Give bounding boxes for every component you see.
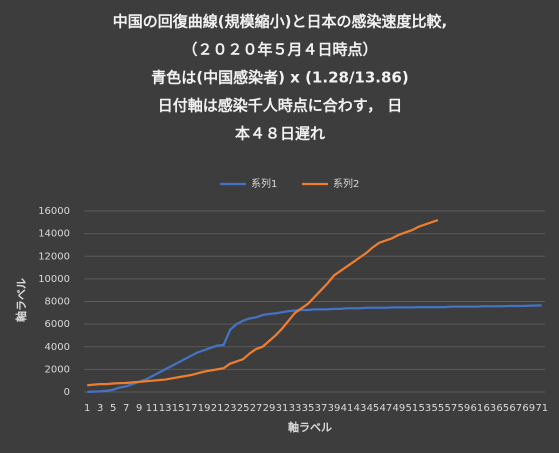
x-tick-label: 5 [110,403,116,414]
x-tick-label: 53 [419,403,432,414]
y-tick-label: 2000 [45,364,70,375]
x-tick-label: 3 [97,403,103,414]
x-tick-label: 29 [263,403,276,414]
x-tick-label: 11 [146,403,159,414]
x-tick-label: 65 [496,403,509,414]
x-tick-label: 49 [393,403,406,414]
chart-title: 中国の回復曲線(規模縮小)と日本の感染速度比較, [113,13,447,31]
y-tick-label: 16000 [38,206,70,217]
x-tick-label: 61 [470,403,483,414]
x-axis-label: 軸ラベル [288,420,332,434]
chart-title: 日付軸は感染千人時点に合わす， 日 [158,97,403,115]
x-tick-label: 27 [250,403,263,414]
x-tick-label: 59 [457,403,470,414]
x-tick-label: 19 [198,403,211,414]
x-tick-label: 43 [354,403,367,414]
x-tick-label: 17 [185,403,198,414]
x-tick-label: 47 [380,403,393,414]
x-tick-label: 55 [431,403,444,414]
x-tick-label: 31 [276,403,289,414]
x-tick-label: 39 [328,403,341,414]
x-tick-label: 25 [237,403,250,414]
y-tick-label: 12000 [38,251,70,262]
x-tick-label: 67 [509,403,522,414]
chart-title: （２０２０年５月４日時点） [182,41,377,59]
series-line [87,218,439,387]
x-tick-label: 13 [159,403,172,414]
legend-label: 系列1 [251,177,277,190]
x-tick-label: 15 [172,403,185,414]
y-tick-label: 6000 [45,319,70,330]
x-tick-label: 35 [302,403,315,414]
x-tick-label: 71 [535,403,548,414]
chart-title: 本４８日遅れ [235,125,325,143]
x-tick-label: 9 [136,403,142,414]
x-tick-label: 69 [522,403,535,414]
y-tick-label: 4000 [45,342,70,353]
y-axis-label: 軸ラベル [14,278,28,322]
y-tick-label: 0 [64,387,70,398]
x-tick-label: 51 [406,403,419,414]
x-tick-label: 1 [84,403,90,414]
y-tick-label: 8000 [45,297,70,308]
x-tick-label: 63 [483,403,496,414]
x-tick-label: 7 [123,403,129,414]
x-tick-label: 41 [341,403,354,414]
x-tick-label: 45 [367,403,380,414]
series-line [87,304,542,394]
y-tick-label: 10000 [38,274,70,285]
x-tick-label: 33 [289,403,302,414]
chart-title: 青色は(中国感染者) x (1.28/13.86) [151,69,408,87]
legend-label: 系列2 [333,177,359,190]
y-tick-label: 14000 [38,229,70,240]
x-tick-label: 23 [224,403,237,414]
x-tick-label: 21 [211,403,224,414]
x-tick-label: 37 [315,403,328,414]
x-tick-label: 57 [444,403,457,414]
